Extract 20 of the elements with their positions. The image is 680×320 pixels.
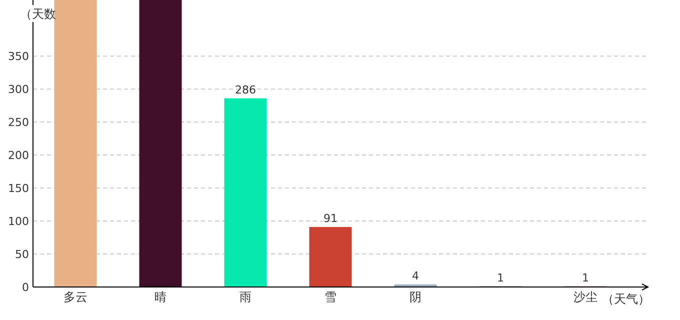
y-tick-label: 0 [22, 280, 29, 294]
y-tick-label: 150 [8, 182, 29, 195]
y-tick-label: 300 [8, 82, 29, 96]
y-tick-label: 50 [15, 248, 29, 261]
x-tick-label: 多云 [64, 290, 88, 304]
x-tick-label: 雪 [324, 290, 336, 304]
data-label: 1 [497, 271, 504, 284]
y-tick-label: 100 [8, 214, 29, 228]
data-label: 91 [324, 212, 338, 225]
y-tick-label: 250 [8, 116, 29, 129]
x-tick-label: 阴 [410, 290, 422, 304]
data-label: 286 [235, 83, 256, 96]
data-label: 4 [412, 269, 419, 282]
y-tick-label: 200 [8, 148, 29, 162]
y-tick-label: 350 [8, 50, 29, 63]
data-label: 1 [582, 271, 589, 284]
x-tick-label: 沙尘 [574, 290, 598, 304]
x-tick-label: 晴 [154, 290, 166, 304]
x-tick-label: 雨 [240, 290, 252, 304]
x-axis-title: （天气） [602, 292, 650, 306]
